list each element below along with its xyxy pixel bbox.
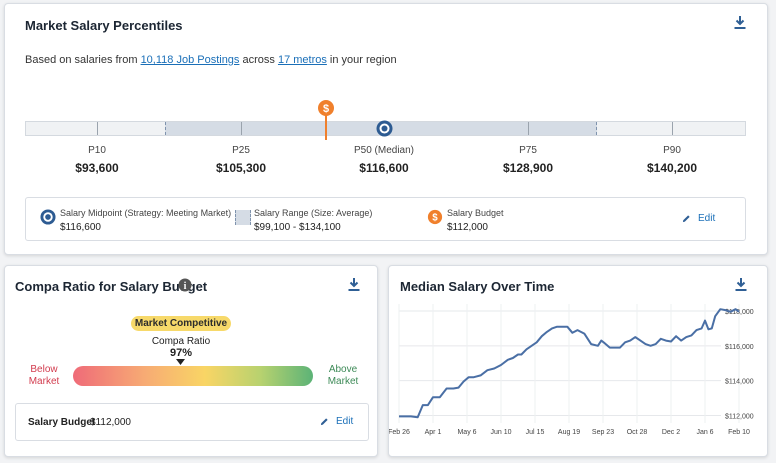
pointer-triangle-icon bbox=[176, 359, 185, 365]
compa-ratio-label: Compa Ratio bbox=[151, 336, 211, 347]
p25-label: P25 bbox=[232, 145, 250, 156]
market-salary-percentiles-card: Market Salary Percentiles Based on salar… bbox=[4, 3, 768, 255]
p90-label: P90 bbox=[663, 145, 681, 156]
budget-pin-symbol: $ bbox=[323, 103, 329, 115]
card-title: Market Salary Percentiles bbox=[25, 18, 183, 33]
median-salary-over-time-card: Median Salary Over Time $112,000 $114,000… bbox=[388, 265, 768, 457]
p75-tick bbox=[528, 122, 529, 135]
x-tick-label: Feb 26 bbox=[389, 429, 410, 436]
x-tick-label: May 6 bbox=[457, 429, 476, 436]
below-market-label: Below Market bbox=[19, 364, 69, 388]
x-tick-label: Jul 15 bbox=[526, 429, 545, 436]
x-tick-label: Sep 23 bbox=[592, 429, 614, 436]
median-salary-line-chart: $112,000 $114,000 $116,000 $118,000 Feb 26 Ap… bbox=[389, 304, 754, 436]
above-market-label: Above Market bbox=[318, 364, 368, 388]
dollar-pin-icon: $ bbox=[318, 100, 334, 116]
edit-button[interactable]: Edit bbox=[682, 213, 716, 224]
info-icon[interactable]: i bbox=[178, 278, 192, 292]
budget-legend-value: $112,000 bbox=[447, 222, 488, 233]
market-competitive-badge: Market Competitive bbox=[131, 316, 231, 331]
x-tick-label: Apr 1 bbox=[425, 429, 442, 436]
target-icon bbox=[40, 209, 56, 225]
target-icon bbox=[376, 120, 393, 137]
midpoint-legend-label: Salary Midpoint (Strategy: Meeting Marke… bbox=[60, 208, 232, 218]
above-line-1: Above bbox=[328, 364, 358, 375]
salary-budget-value: $112,000 bbox=[90, 417, 131, 428]
p75-label: P75 bbox=[519, 145, 537, 156]
x-tick-label: Jan 6 bbox=[696, 429, 713, 436]
x-tick-label: Oct 28 bbox=[627, 429, 648, 436]
y-tick-label: $114,000 bbox=[725, 379, 754, 386]
y-tick-label: $118,000 bbox=[725, 309, 754, 316]
p10-label: P10 bbox=[88, 145, 106, 156]
range-swatch-icon bbox=[235, 210, 251, 225]
pencil-icon bbox=[320, 418, 328, 426]
budget-legend-symbol: $ bbox=[432, 213, 438, 224]
subtitle-suffix: in your region bbox=[326, 54, 397, 66]
y-tick-label: $116,000 bbox=[725, 344, 754, 351]
metros-link[interactable]: 17 metros bbox=[277, 54, 327, 66]
card-title: Compa Ratio for Salary Budget bbox=[15, 279, 208, 294]
p10-tick bbox=[97, 122, 98, 135]
p25-value: $105,300 bbox=[215, 161, 267, 175]
range-legend-label: Salary Range (Size: Average) bbox=[254, 208, 373, 218]
info-symbol: i bbox=[184, 281, 187, 292]
p90-value: $140,200 bbox=[646, 161, 698, 175]
x-tick-label: Aug 19 bbox=[558, 429, 580, 436]
edit-button[interactable]: Edit bbox=[320, 416, 354, 427]
range-legend-value: $99,100 - $134,100 bbox=[254, 222, 341, 233]
below-line-2: Market bbox=[28, 376, 60, 387]
edit-label: Edit bbox=[698, 213, 716, 224]
salary-budget-box: Salary Budget $112,000 Edit bbox=[15, 403, 369, 441]
x-tick-label: Dec 2 bbox=[662, 429, 680, 436]
x-tick-label: Jun 10 bbox=[490, 429, 511, 436]
y-tick-label: $112,000 bbox=[725, 414, 754, 421]
subtitle-mid: across bbox=[239, 54, 278, 66]
chart-title: Median Salary Over Time bbox=[400, 279, 555, 294]
x-tick-label: Feb 10 bbox=[728, 429, 750, 436]
above-line-2: Market bbox=[327, 376, 359, 387]
p10-value: $93,600 bbox=[75, 161, 119, 175]
subtitle-prefix: Based on salaries from bbox=[25, 54, 141, 66]
compa-ratio-value: 97% bbox=[169, 347, 193, 359]
salary-budget-label: Salary Budget bbox=[28, 417, 96, 428]
compa-ratio-gradient-bar bbox=[73, 366, 313, 386]
legend-box: Salary Midpoint (Strategy: Meeting Marke… bbox=[25, 197, 746, 241]
download-icon[interactable] bbox=[734, 16, 746, 29]
p50-value: $116,600 bbox=[359, 161, 409, 175]
dollar-icon: $ bbox=[427, 209, 443, 225]
p75-value: $128,900 bbox=[502, 161, 554, 175]
subtitle: Based on salaries from 10,118 Job Postin… bbox=[25, 54, 397, 66]
p90-tick bbox=[672, 122, 673, 135]
midpoint-legend-value: $116,600 bbox=[60, 222, 101, 233]
download-icon[interactable] bbox=[735, 278, 747, 291]
compa-ratio-card: Compa Ratio for Salary Budget i Market C… bbox=[4, 265, 378, 457]
edit-label: Edit bbox=[336, 416, 354, 427]
pencil-icon bbox=[682, 215, 690, 223]
job-postings-link[interactable]: 10,118 Job Postings bbox=[140, 54, 240, 66]
budget-legend-label: Salary Budget bbox=[447, 208, 504, 218]
below-line-1: Below bbox=[30, 364, 58, 375]
download-icon[interactable] bbox=[348, 278, 360, 291]
p25-tick bbox=[241, 122, 242, 135]
salary-budget-line bbox=[325, 114, 327, 140]
p50-label: P50 (Median) bbox=[353, 145, 415, 156]
median-salary-series-line bbox=[399, 308, 740, 419]
